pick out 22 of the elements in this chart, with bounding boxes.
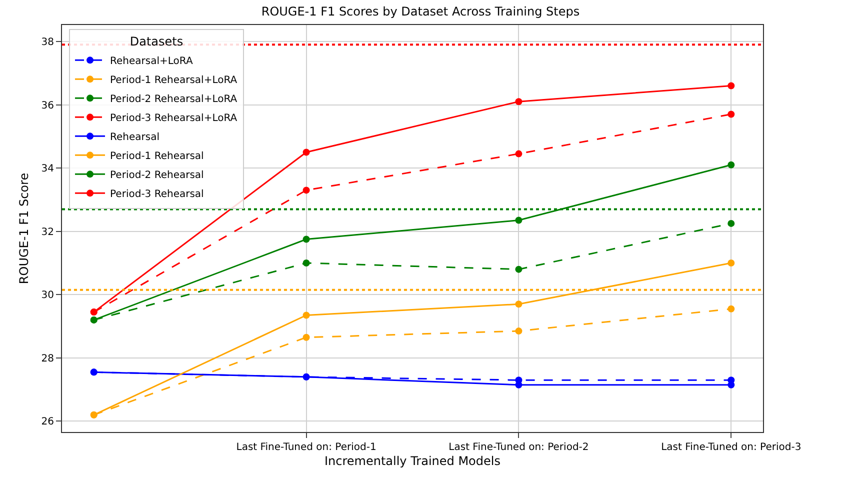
y-tick-label: 26	[41, 416, 54, 428]
legend-label: Period-1 Rehearsal+LoRA	[110, 75, 238, 86]
x-tick-label: Last Fine-Tuned on: Period-2	[448, 442, 589, 453]
legend-label: Rehearsal	[110, 132, 160, 144]
y-tick-label: 34	[41, 164, 54, 175]
legend-label: Rehearsal+LoRA	[110, 56, 193, 68]
legend-label: Period-2 Rehearsal	[110, 170, 204, 182]
y-tick-label: 38	[41, 36, 54, 48]
y-tick-label: 32	[41, 226, 54, 238]
legend-label: Period-3 Rehearsal	[110, 189, 204, 200]
y-tick-label: 36	[41, 100, 54, 112]
legend-label: Period-2 Rehearsal+LoRA	[110, 94, 238, 106]
legend-title: Datasets	[130, 34, 184, 49]
y-tick-label: 28	[41, 353, 54, 364]
legend-label: Period-3 Rehearsal+LoRA	[110, 113, 238, 124]
legend-label: Period-1 Rehearsal	[110, 151, 204, 162]
y-tick-label: 30	[41, 290, 54, 302]
y-axis-title: ROUGE-1 F1 Score	[17, 172, 31, 284]
x-tick-label: Last Fine-Tuned on: Period-1	[236, 442, 376, 453]
x-axis-title: Incrementally Trained Models	[324, 454, 501, 468]
chart-title: ROUGE-1 F1 Scores by Dataset Across Training Steps	[261, 4, 580, 19]
x-tick-label: Last Fine-Tuned on: Period-3	[661, 442, 802, 453]
